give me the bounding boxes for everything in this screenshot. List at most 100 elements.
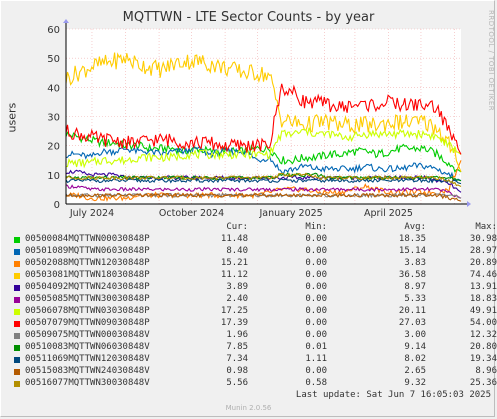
legend-avg: 3.83	[404, 258, 426, 268]
legend-min: 0.00	[305, 330, 327, 340]
legend-max: 49.91	[469, 306, 497, 316]
legend-avg: 15.14	[398, 246, 426, 256]
legend-cur: 17.39	[220, 318, 248, 328]
series-line	[65, 131, 462, 173]
legend-header-max: Max:	[475, 222, 497, 232]
legend-max: 20.89	[469, 258, 497, 268]
legend-row: 00507079MQTTWN09030848P 17.39 0.00 27.03 54.…	[0, 318, 497, 330]
legend-name: 00510083MQTTWN06030848V	[25, 342, 150, 352]
legend-name: 00503081MQTTWN18030848P	[25, 270, 150, 280]
legend-row: 00504092MQTTWN24030848P 3.89 0.00 8.97 13.91	[0, 282, 497, 294]
x-axis-arrow	[467, 201, 471, 207]
last-update: Last update: Sat Jun 7 16:05:03 2025	[295, 390, 491, 400]
legend-avg: 18.35	[398, 234, 426, 244]
legend-swatch	[14, 237, 20, 243]
plot-area: 0 10 20 30 40 50 60 July 2024 October 2024 Januar…	[47, 19, 471, 219]
legend-swatch	[14, 369, 20, 375]
chart-title: MQTTWN - LTE Sector Counts - by year	[122, 10, 375, 25]
legend-min: 0.00	[305, 270, 327, 280]
legend-cur: 3.89	[226, 282, 248, 292]
legend-swatch	[14, 261, 20, 267]
munin-version: Munin 2.0.56	[225, 404, 272, 412]
y-axis-arrow	[63, 19, 69, 23]
legend-avg: 8.97	[404, 282, 426, 292]
legend-max: 30.98	[469, 234, 497, 244]
legend-min: 0.00	[305, 318, 327, 328]
series-line	[65, 145, 462, 182]
x-tick-label: January 2025	[258, 208, 322, 219]
legend-cur: 7.85	[226, 342, 248, 352]
series-line	[65, 127, 462, 169]
legend-header-avg: Avg:	[404, 222, 426, 232]
legend-min: 0.00	[305, 306, 327, 316]
y-tick-label: 40	[47, 83, 60, 94]
legend-cur: 7.34	[226, 354, 248, 364]
legend-swatch	[14, 321, 20, 327]
legend-header-min: Min:	[305, 222, 327, 232]
legend-avg: 36.58	[398, 270, 426, 280]
legend-min: 1.11	[305, 354, 327, 364]
legend-min: 0.01	[305, 342, 327, 352]
legend-row: 00510083MQTTWN06030848V 7.85 0.01 9.14 20.80	[0, 342, 497, 354]
legend-avg: 3.00	[404, 330, 426, 340]
legend-row: 00506078MQTTWN03030848P 17.25 0.00 20.11 49.…	[0, 306, 497, 318]
legend-swatch	[14, 297, 20, 303]
series-line	[65, 83, 462, 155]
legend-swatch	[14, 309, 20, 315]
legend-swatch	[14, 357, 20, 363]
legend-row: 00505085MQTTWN30030848P 2.40 0.00 5.33 18.83	[0, 294, 497, 306]
y-tick-label: 0	[54, 200, 60, 211]
legend-name: 00516077MQTTWN30030848V	[25, 378, 150, 388]
legend-swatch	[14, 381, 20, 387]
legend-avg: 9.14	[404, 342, 426, 352]
y-tick-label: 30	[47, 113, 60, 124]
legend-max: 12.32	[469, 330, 497, 340]
legend-name: 00509075MQTTWN00030848V	[25, 330, 150, 340]
series-line	[65, 52, 462, 173]
legend-min: 0.00	[305, 234, 327, 244]
legend-min: 0.58	[305, 378, 327, 388]
legend-swatch	[14, 285, 20, 291]
legend-min: 0.00	[305, 366, 327, 376]
legend-swatch	[14, 249, 20, 255]
y-tick-label: 50	[47, 54, 60, 65]
legend-name: 00507079MQTTWN09030848P	[25, 318, 150, 328]
legend-name: 00500084MQTTWN00030848P	[25, 234, 150, 244]
legend-name: 00502088MQTTWN12030848P	[25, 258, 150, 268]
legend-row: 00509075MQTTWN00030848V 1.96 0.00 3.00 12.32	[0, 330, 497, 342]
series-line	[65, 184, 462, 199]
legend-max: 18.83	[469, 294, 497, 304]
legend-avg: 20.11	[398, 306, 426, 316]
legend-swatch	[14, 333, 20, 339]
x-tick-label: October 2024	[159, 208, 224, 219]
legend-min: 0.00	[305, 246, 327, 256]
legend-cur: 11.48	[220, 234, 248, 244]
rrdtool-credit: RRDTOOL / TOBI OETIKER	[487, 10, 495, 112]
legend-avg: 5.33	[404, 294, 426, 304]
legend-avg: 2.65	[404, 366, 426, 376]
legend-avg: 8.02	[404, 354, 426, 364]
legend-row: 00501089MQTTWN06030848P 8.40 0.00 15.14 28.9…	[0, 246, 497, 258]
legend-name: 00511069MQTTWN12030848V	[25, 354, 150, 364]
legend-header-cur: Cur:	[226, 222, 248, 232]
legend-row: 00503081MQTTWN18030848P 11.12 0.00 36.58 74.…	[0, 270, 497, 282]
legend-name: 00506078MQTTWN03030848P	[25, 306, 150, 316]
legend-min: 0.00	[305, 282, 327, 292]
x-tick-label: April 2025	[364, 208, 413, 219]
legend-row: 00515083MQTTWN24030848V 0.98 0.00 2.65 8.96	[0, 366, 497, 378]
legend-max: 25.36	[469, 378, 497, 388]
x-tick-label: July 2024	[69, 208, 114, 219]
legend-cur: 17.25	[220, 306, 248, 316]
legend-cur: 1.96	[226, 330, 248, 340]
legend-swatch	[14, 345, 20, 351]
legend-row: 00511069MQTTWN12030848V 7.34 1.11 8.02 19.34	[0, 354, 497, 366]
legend-row: 00516077MQTTWN30030848V 5.56 0.58 9.32 25.36	[0, 378, 497, 390]
legend-cur: 5.56	[226, 378, 248, 388]
y-tick-label: 60	[47, 25, 60, 36]
legend-row: 00502088MQTTWN12030848P 15.21 0.00 3.83 20.8…	[0, 258, 497, 270]
legend-name: 00515083MQTTWN24030848V	[25, 366, 150, 376]
y-tick-label: 10	[47, 171, 60, 182]
legend-max: 13.91	[469, 282, 497, 292]
legend-avg: 27.03	[398, 318, 426, 328]
